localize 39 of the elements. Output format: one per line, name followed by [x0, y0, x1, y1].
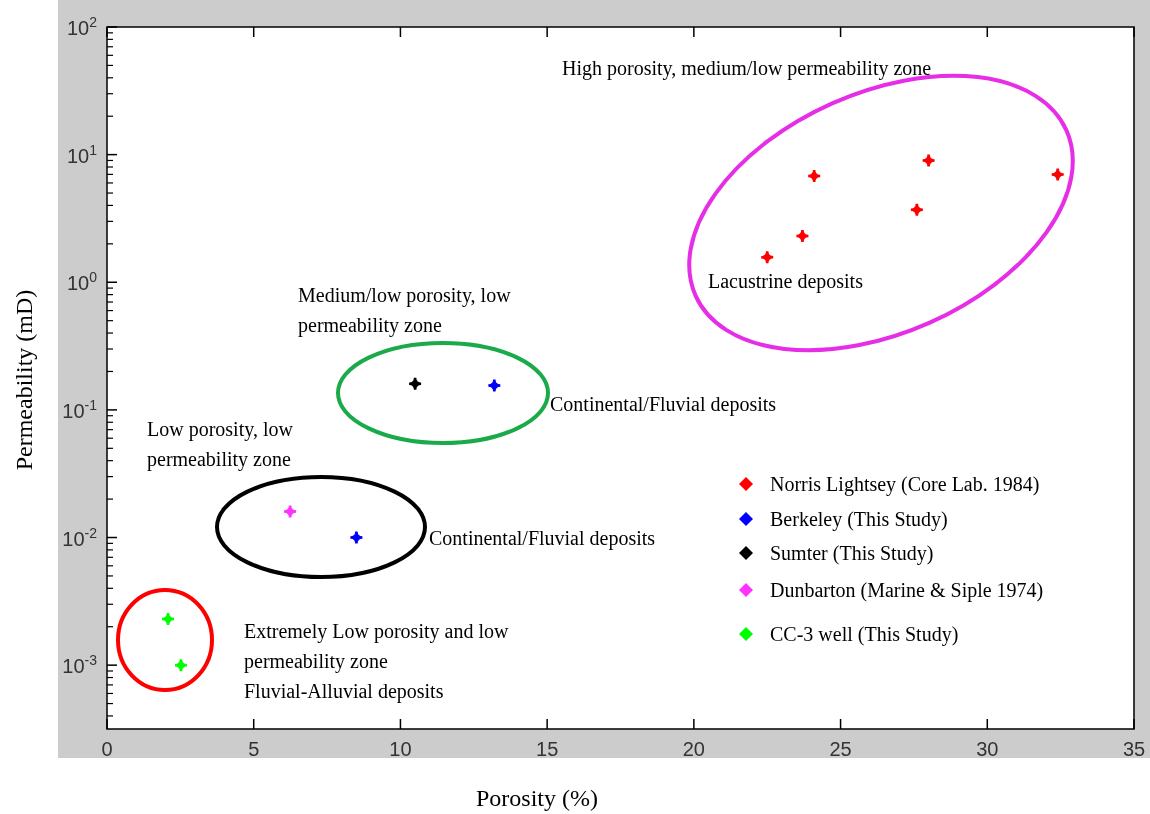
- point: [349, 530, 364, 545]
- point: [173, 657, 189, 673]
- y-axis-title: Permeability (mD): [11, 289, 37, 471]
- y-tick-label: 10$^{2}$: [66, 14, 98, 39]
- point: [806, 168, 822, 184]
- x-tick-label: 35: [1122, 738, 1146, 760]
- y-tick-label: 10$^{-2}$: [62, 524, 98, 550]
- point: [407, 376, 423, 392]
- legend-label: Sumter (This Study): [770, 542, 934, 565]
- x-tick-label: 25: [829, 738, 852, 760]
- x-tick-label: 5: [248, 738, 260, 760]
- annotation: High porosity, medium/low permeability zone: [562, 57, 932, 80]
- annotation: Lacustrine deposits: [708, 270, 864, 293]
- legend-label: Berkeley (This Study): [770, 508, 948, 531]
- point: [282, 504, 298, 519]
- annotation: Extremely Low porosity and low permeability zone Fluvial-Alluvial deposits: [244, 620, 509, 703]
- x-tick-label: 10: [389, 738, 412, 760]
- x-tick-label: 30: [976, 738, 999, 760]
- y-tick-label: 10$^{-1}$: [62, 396, 98, 422]
- annotation: Continental/Fluvial deposits: [429, 527, 656, 550]
- x-tick-label: 0: [101, 738, 113, 760]
- legend-label: Norris Lightsey (Core Lab. 1984): [770, 473, 1040, 496]
- point: [759, 250, 775, 265]
- point: [1050, 167, 1065, 182]
- x-axis-title: Porosity (%): [476, 785, 598, 811]
- point: [795, 228, 810, 244]
- point: [487, 378, 502, 393]
- y-tick-label: 10$^{-3}$: [62, 652, 98, 678]
- x-tick-label: 15: [536, 738, 559, 760]
- annotation: Medium/low porosity, low permeability zone: [298, 284, 512, 337]
- point: [909, 202, 925, 217]
- y-tick-label: 10$^{1}$: [66, 141, 98, 167]
- legend-label: CC-3 well (This Study): [770, 623, 959, 646]
- annotation: Continental/Fluvial deposits: [550, 393, 777, 416]
- legend-label: Dunbarton (Marine & Siple 1974): [770, 579, 1044, 602]
- y-tick-label: 10$^{0}$: [66, 269, 98, 295]
- x-tick-label: 20: [682, 738, 705, 760]
- point: [921, 153, 936, 168]
- annotation: Low porosity, low permeability zone: [147, 418, 294, 471]
